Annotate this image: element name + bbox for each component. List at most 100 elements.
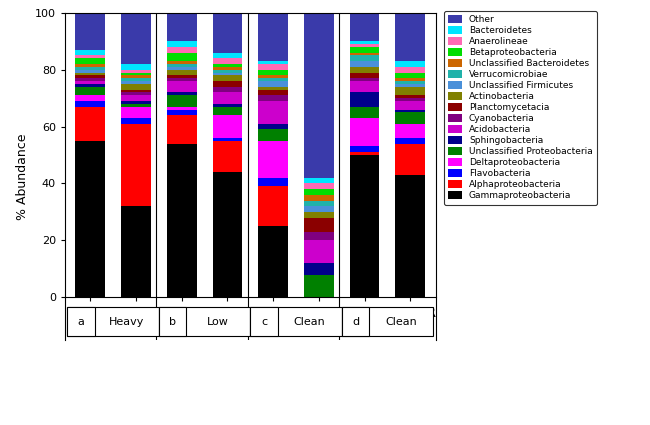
Bar [121, 75, 151, 78]
Bar [159, 307, 186, 336]
Bar [121, 78, 151, 81]
Bar [342, 307, 369, 336]
Bar [350, 81, 380, 92]
Bar [350, 147, 380, 152]
Bar [75, 50, 105, 55]
Bar [121, 84, 151, 90]
Bar [167, 110, 196, 115]
Bar [395, 73, 425, 78]
Bar [213, 141, 242, 172]
Bar [213, 13, 242, 53]
Bar [121, 73, 151, 75]
Bar [258, 101, 288, 124]
Bar [304, 184, 333, 189]
Bar [213, 58, 242, 64]
Bar [395, 144, 425, 175]
Bar [167, 107, 196, 110]
Y-axis label: % Abundance: % Abundance [16, 133, 29, 220]
Bar [75, 84, 105, 87]
Bar [350, 73, 380, 78]
Bar [121, 124, 151, 206]
Bar [75, 67, 105, 70]
Bar [167, 61, 196, 64]
Bar [304, 212, 333, 218]
Bar [350, 118, 380, 147]
Bar [350, 92, 380, 107]
Bar [395, 87, 425, 95]
Bar [258, 61, 288, 64]
Bar [167, 95, 196, 107]
Bar [304, 232, 333, 241]
Bar [258, 70, 288, 75]
Text: a: a [77, 317, 84, 326]
Text: Heavy: Heavy [109, 317, 144, 326]
Bar [121, 118, 151, 124]
Bar [213, 92, 242, 104]
Bar [395, 98, 425, 101]
Bar [304, 13, 333, 178]
Bar [213, 87, 242, 92]
Bar [121, 95, 151, 101]
Bar [213, 115, 242, 138]
Bar [167, 115, 196, 144]
Bar [68, 307, 159, 336]
Bar [395, 110, 425, 112]
Bar [167, 92, 196, 95]
Bar [250, 307, 278, 336]
Bar [213, 75, 242, 81]
Bar [121, 13, 151, 64]
Bar [304, 195, 333, 201]
Bar [350, 152, 380, 155]
Bar [75, 70, 105, 73]
Bar [167, 75, 196, 78]
Bar [395, 84, 425, 87]
Bar [350, 61, 380, 67]
Bar [304, 275, 333, 298]
Bar [304, 189, 333, 195]
Bar [75, 81, 105, 84]
Bar [213, 67, 242, 70]
Bar [250, 307, 342, 336]
Text: b: b [169, 317, 176, 326]
Bar [350, 53, 380, 55]
Bar [75, 58, 105, 64]
Bar [350, 47, 380, 53]
Bar [304, 178, 333, 184]
Bar [258, 130, 288, 141]
Bar [350, 107, 380, 118]
Bar [395, 13, 425, 61]
Text: d: d [352, 317, 359, 326]
Bar [342, 307, 433, 336]
Bar [213, 138, 242, 141]
Bar [75, 64, 105, 67]
Bar [395, 67, 425, 73]
Bar [258, 124, 288, 130]
Bar [395, 95, 425, 98]
Bar [167, 41, 196, 47]
Bar [121, 70, 151, 73]
Bar [213, 73, 242, 75]
Bar [304, 263, 333, 275]
Bar [213, 53, 242, 58]
Bar [258, 75, 288, 78]
Bar [75, 87, 105, 95]
Bar [167, 144, 196, 298]
Bar [167, 64, 196, 67]
Bar [121, 107, 151, 118]
Bar [213, 64, 242, 67]
Bar [350, 41, 380, 44]
Bar [350, 55, 380, 61]
Bar [258, 95, 288, 101]
Bar [75, 107, 105, 141]
Bar [75, 73, 105, 75]
Bar [68, 307, 95, 336]
Bar [395, 61, 425, 67]
Bar [304, 206, 333, 212]
Text: c: c [261, 317, 267, 326]
Bar [395, 81, 425, 84]
Bar [213, 104, 242, 107]
Bar [304, 201, 333, 206]
Bar [395, 78, 425, 81]
Bar [167, 78, 196, 81]
Bar [75, 78, 105, 81]
